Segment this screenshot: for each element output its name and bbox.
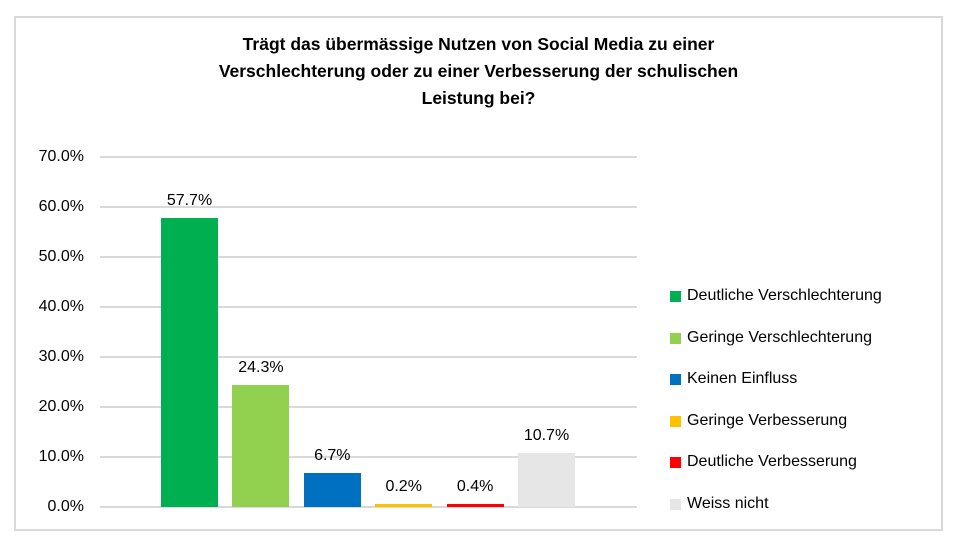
legend-item-1: Deutliche Verschlechterung — [670, 286, 882, 306]
legend-label: Weiss nicht — [687, 495, 769, 512]
legend-label: Geringe Verbesserung — [687, 412, 848, 429]
legend-swatch-icon — [670, 415, 681, 427]
bar-1 — [161, 218, 218, 507]
value-label-5: 0.4% — [456, 478, 494, 495]
y-tick-label: 40.0% — [38, 298, 84, 315]
y-tick-label: 50.0% — [38, 248, 84, 265]
gridline — [100, 356, 637, 358]
legend-swatch-icon — [670, 290, 681, 302]
legend-label: Geringe Verschlechterung — [687, 329, 872, 346]
legend-item-4: Geringe Verbesserung — [670, 411, 847, 431]
value-label-2: 24.3% — [238, 359, 284, 376]
legend-item-5: Deutliche Verbesserung — [670, 452, 857, 472]
gridline — [100, 456, 637, 458]
legend-item-3: Keinen Einfluss — [670, 369, 797, 389]
gridline — [100, 206, 637, 208]
legend-item-6: Weiss nicht — [670, 494, 769, 514]
y-tick-label: 20.0% — [38, 398, 84, 415]
legend-swatch-icon — [670, 498, 681, 510]
value-label-3: 6.7% — [314, 447, 351, 464]
legend-swatch-icon — [670, 373, 681, 385]
legend-label: Keinen Einfluss — [687, 370, 798, 387]
legend-label: Deutliche Verschlechterung — [687, 287, 882, 304]
gridline — [100, 156, 637, 158]
y-tick-label: 30.0% — [38, 348, 84, 365]
value-label-1: 57.7% — [166, 192, 213, 209]
value-label-6: 10.7% — [523, 427, 570, 444]
chart-title-line-2: Verschlechterung oder zu einer Verbesser… — [218, 61, 739, 81]
legend-swatch-icon — [670, 456, 681, 468]
y-tick-label: 10.0% — [38, 448, 84, 465]
y-tick-label: 0.0% — [47, 498, 84, 515]
chart-title-line-1: Trägt das übermässige Nutzen von Social … — [242, 34, 715, 54]
legend-swatch-icon — [670, 332, 681, 344]
value-label-4: 0.2% — [385, 478, 422, 495]
bar-6 — [518, 453, 575, 507]
gridline — [100, 506, 637, 508]
gridline — [100, 256, 637, 258]
legend-label: Deutliche Verbesserung — [687, 453, 857, 470]
bar-3 — [303, 473, 361, 507]
bar-4 — [375, 504, 433, 507]
chart-title-line-3: Leistung bei? — [421, 88, 536, 108]
chart-title: Trägt das übermässige Nutzen von Social … — [14, 31, 943, 112]
y-tick-label: 70.0% — [38, 148, 84, 165]
gridline — [100, 306, 637, 308]
bar-5 — [446, 504, 504, 507]
y-tick-label: 60.0% — [38, 198, 84, 215]
legend-item-2: Geringe Verschlechterung — [670, 328, 872, 348]
gridline — [100, 406, 637, 408]
bar-2 — [232, 385, 290, 507]
